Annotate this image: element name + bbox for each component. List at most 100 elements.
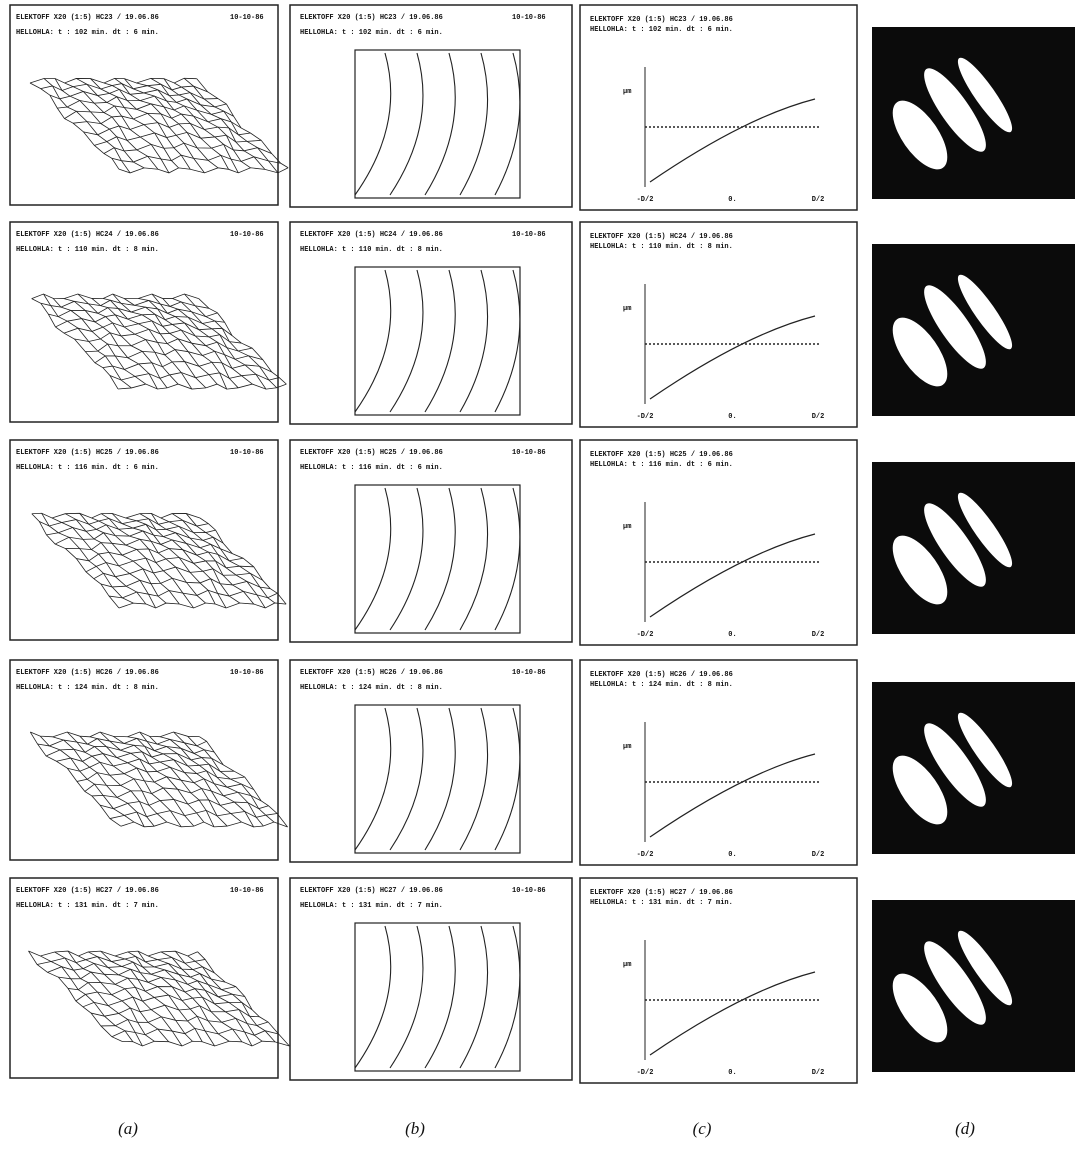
wireframe-line	[110, 810, 277, 818]
x-tick-label: -D/2	[637, 1069, 654, 1077]
panel-subheader: HELLOHLA: t : 102 min. dt : 6 min.	[590, 26, 733, 34]
contour-line	[495, 488, 520, 630]
contour-line	[425, 926, 455, 1068]
panel-date: 10-10-86	[512, 887, 546, 895]
y-unit: µm	[623, 88, 631, 96]
wireframe-line	[65, 514, 155, 608]
wireframe-line	[94, 567, 263, 580]
wireframe-line	[136, 83, 228, 169]
wireframe-line	[92, 788, 261, 801]
contour-line	[355, 708, 391, 850]
wireframe-line	[186, 513, 275, 603]
wireframe-line	[94, 132, 261, 145]
panel-date: 10-10-86	[230, 669, 264, 677]
figure: ELEKTOFF X20 (1:5) HC23 / 19.06.86 10-10-…	[0, 0, 1080, 1156]
wireframe-line	[100, 799, 268, 808]
x-tick-label: -D/2	[637, 413, 654, 421]
wireframe-line	[56, 752, 223, 765]
wireframe-line	[172, 298, 266, 389]
x-tick-label: D/2	[812, 413, 825, 421]
panel-header: ELEKTOFF X20 (1:5) HC27 / 19.06.86	[300, 887, 443, 895]
contour-line	[390, 270, 423, 412]
wireframe-line	[40, 736, 134, 822]
contour-line	[495, 926, 520, 1068]
x-tick-label: D/2	[812, 631, 825, 639]
wireframe-line	[199, 299, 287, 385]
panel-header: ELEKTOFF X20 (1:5) HC24 / 19.06.86	[590, 233, 733, 241]
contour-line	[425, 53, 455, 195]
contour-line	[460, 708, 488, 850]
wireframe-line	[30, 83, 119, 169]
panel-header: ELEKTOFF X20 (1:5) HC23 / 19.06.86	[300, 14, 443, 22]
panel-date: 10-10-86	[512, 449, 546, 457]
x-tick-label: 0.	[728, 1069, 736, 1077]
contour-line	[390, 708, 423, 850]
wireframe-line	[124, 298, 217, 384]
x-tick-label: D/2	[812, 851, 825, 859]
panel-header: ELEKTOFF X20 (1:5) HC25 / 19.06.86	[16, 449, 159, 457]
panel-subheader: HELLOHLA: t : 102 min. dt : 6 min.	[16, 29, 159, 37]
wireframe-line	[118, 384, 286, 389]
panel-label: (d)	[955, 1119, 975, 1138]
panel-subheader: HELLOHLA: t : 110 min. dt : 8 min.	[16, 246, 159, 254]
panel-subheader: HELLOHLA: t : 124 min. dt : 8 min.	[300, 684, 443, 692]
panel-subheader: HELLOHLA: t : 131 min. dt : 7 min.	[300, 902, 443, 910]
wireframe-line	[47, 962, 214, 973]
panel-label: (c)	[693, 1119, 712, 1138]
x-tick-label: -D/2	[637, 631, 654, 639]
contour-box	[355, 485, 520, 633]
wireframe-line	[65, 83, 158, 169]
wireframe-line	[74, 329, 241, 343]
contour-line	[355, 488, 391, 630]
contour-box	[355, 267, 520, 415]
wireframe-line	[124, 79, 218, 168]
panel-header: ELEKTOFF X20 (1:5) HC23 / 19.06.86	[590, 16, 733, 24]
panel-subheader: HELLOHLA: t : 116 min. dt : 6 min.	[16, 464, 159, 472]
contour-line	[390, 926, 423, 1068]
wireframe-line	[188, 956, 275, 1042]
panel-frame	[580, 5, 857, 210]
y-unit: µm	[623, 961, 631, 969]
wireframe-line	[30, 732, 121, 826]
panel-frame	[580, 660, 857, 865]
wireframe-line	[55, 531, 223, 544]
wireframe-line	[83, 995, 252, 1010]
wireframe-line	[39, 518, 208, 526]
profile-curve	[650, 754, 815, 837]
wireframe-line	[122, 1041, 289, 1046]
contour-line	[495, 53, 520, 195]
panel-subheader: HELLOHLA: t : 102 min. dt : 6 min.	[300, 29, 443, 37]
panel-header: ELEKTOFF X20 (1:5) HC26 / 19.06.86	[16, 669, 159, 677]
wireframe-line	[103, 362, 272, 372]
panel-frame	[580, 878, 857, 1083]
contour-line	[390, 488, 423, 630]
panel-date: 10-10-86	[512, 14, 546, 22]
panel-header: ELEKTOFF X20 (1:5) HC26 / 19.06.86	[590, 671, 733, 679]
profile-curve	[650, 534, 815, 617]
panel-subheader: HELLOHLA: t : 124 min. dt : 8 min.	[590, 681, 733, 689]
contour-line	[460, 488, 488, 630]
x-tick-label: 0.	[728, 196, 736, 204]
panel-subheader: HELLOHLA: t : 116 min. dt : 6 min.	[590, 461, 733, 469]
panel-header: ELEKTOFF X20 (1:5) HC27 / 19.06.86	[16, 887, 159, 895]
wireframe-line	[91, 1005, 259, 1017]
wireframe-line	[149, 736, 241, 822]
profile-curve	[650, 99, 815, 182]
wireframe-line	[174, 732, 264, 826]
y-unit: µm	[623, 743, 631, 751]
contour-line	[460, 270, 488, 412]
contour-line	[460, 53, 488, 195]
contour-line	[355, 926, 391, 1068]
x-tick-label: -D/2	[637, 196, 654, 204]
x-tick-label: D/2	[812, 196, 825, 204]
wireframe-line	[28, 951, 121, 1041]
panel-date: 10-10-86	[230, 14, 264, 22]
contour-line	[390, 53, 423, 195]
panel-header: ELEKTOFF X20 (1:5) HC26 / 19.06.86	[300, 669, 443, 677]
panel-header: ELEKTOFF X20 (1:5) HC24 / 19.06.86	[16, 231, 159, 239]
wireframe-line	[174, 83, 265, 169]
wireframe-line	[184, 294, 276, 388]
contour-line	[425, 488, 455, 630]
y-unit: µm	[623, 523, 631, 531]
panel-subheader: HELLOHLA: t : 131 min. dt : 7 min.	[590, 899, 733, 907]
